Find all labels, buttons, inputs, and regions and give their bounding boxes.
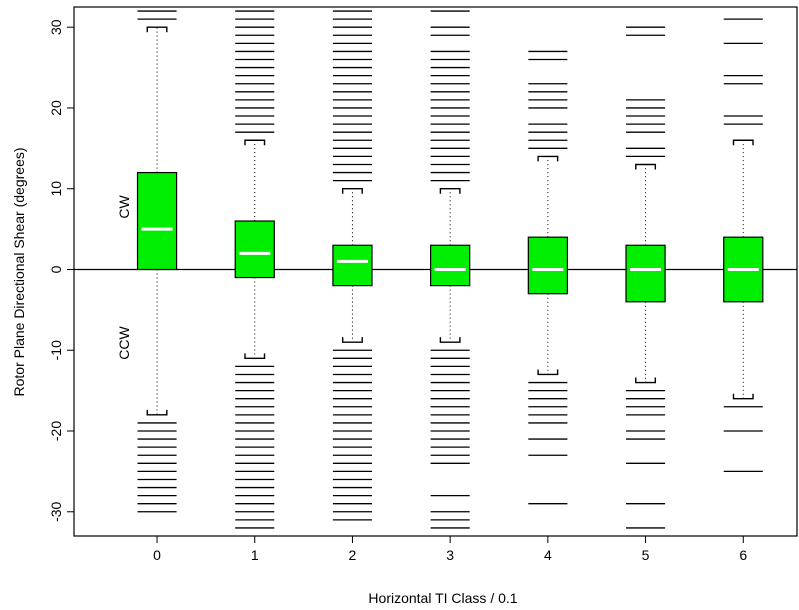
box-iqr bbox=[332, 244, 373, 287]
lower-whisker-cap bbox=[146, 409, 168, 416]
y-tick-label: -30 bbox=[48, 501, 64, 521]
box-iqr bbox=[527, 236, 568, 295]
box-group-3 bbox=[430, 10, 471, 529]
axes: -30 -20 -10 0 10 20 30 0 1 2 3 4 5 6 bbox=[48, 6, 798, 563]
x-tick-label: 0 bbox=[153, 547, 161, 563]
ccw-region-label: CCW bbox=[116, 325, 132, 359]
y-tick-label: 10 bbox=[48, 181, 64, 197]
x-tick-label: 4 bbox=[544, 547, 552, 563]
x-tick-label: 1 bbox=[251, 547, 259, 563]
box-group-6 bbox=[723, 18, 764, 473]
y-tick-label: 30 bbox=[48, 19, 64, 35]
lower-whisker-cap bbox=[537, 369, 559, 376]
x-tick-label: 5 bbox=[642, 547, 650, 563]
lower-whisker-cap bbox=[732, 393, 754, 400]
lower-whisker-cap bbox=[244, 353, 266, 360]
y-axis-label: Rotor Plane Directional Shear (degrees) bbox=[11, 147, 27, 396]
box-iqr bbox=[234, 220, 275, 279]
upper-whisker-cap bbox=[439, 188, 461, 194]
box-iqr bbox=[136, 171, 178, 271]
x-tick-label: 2 bbox=[349, 547, 357, 563]
lower-whisker-cap bbox=[635, 377, 657, 384]
upper-whisker-cap bbox=[341, 188, 363, 194]
box-group-0 bbox=[136, 10, 178, 513]
x-tick-label: 3 bbox=[446, 547, 454, 563]
x-tick-label: 6 bbox=[739, 547, 747, 563]
upper-whisker-cap bbox=[732, 139, 754, 146]
plot-frame bbox=[73, 6, 798, 537]
lower-whisker-cap bbox=[439, 337, 461, 343]
y-tick-label: -20 bbox=[48, 421, 64, 441]
plot-area bbox=[74, 10, 797, 529]
x-axis-label: Horizontal TI Class / 0.1 bbox=[368, 590, 517, 606]
box-group-5 bbox=[625, 26, 666, 529]
y-tick-label: 0 bbox=[48, 265, 64, 273]
box-group-1 bbox=[234, 10, 275, 529]
box-iqr bbox=[430, 244, 471, 287]
box-iqr bbox=[625, 244, 666, 303]
box-group-2 bbox=[332, 10, 373, 521]
upper-whisker-cap bbox=[244, 139, 266, 146]
lower-whisker-cap bbox=[341, 337, 363, 343]
y-tick-label: -10 bbox=[48, 340, 64, 360]
upper-whisker-cap bbox=[146, 26, 168, 33]
y-tick-label: 20 bbox=[48, 100, 64, 116]
box-group-4 bbox=[527, 50, 568, 505]
cw-region-label: CW bbox=[116, 195, 132, 219]
upper-whisker-cap bbox=[537, 155, 559, 162]
upper-whisker-cap bbox=[635, 163, 657, 170]
